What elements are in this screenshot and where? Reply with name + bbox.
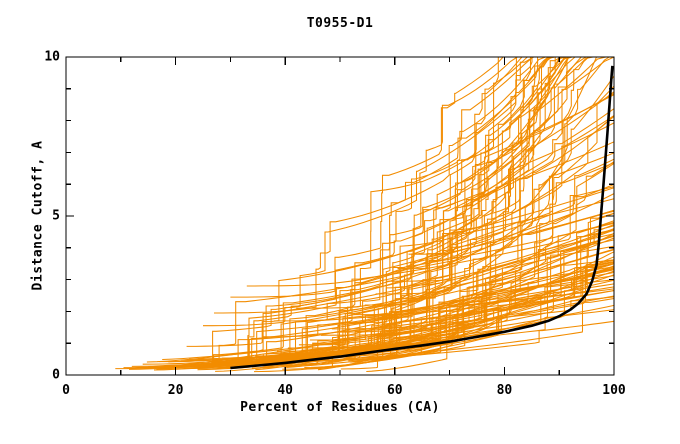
ensemble-curve-43	[375, 56, 568, 295]
ensemble-curve-54	[263, 56, 569, 338]
y-tick-label-0: 0	[52, 367, 60, 383]
ensemble-curve-low-41	[286, 256, 615, 369]
reference-curve	[230, 65, 614, 370]
ensemble-curve-53	[203, 56, 534, 327]
ensemble-curve-low-14	[305, 232, 615, 370]
ensemble-curve-55	[296, 56, 518, 309]
y-tick-label-10: 10	[44, 49, 60, 65]
ensemble-curve-17	[233, 56, 606, 361]
ensemble-curve-61	[394, 56, 553, 300]
ensemble-curve-low-43	[209, 262, 615, 367]
ensemble-curve-low-37	[214, 248, 615, 363]
ensemble-curves-group	[115, 56, 615, 373]
ensemble-curve-low-42	[162, 290, 615, 361]
y-tick-label-5: 5	[52, 208, 60, 224]
ensemble-curve-low-44	[215, 234, 615, 372]
ensemble-curve-59	[340, 56, 555, 333]
ensemble-curve-low-25	[283, 245, 615, 368]
ensemble-curve-65	[142, 141, 615, 365]
ensemble-curve-29	[298, 56, 546, 346]
x-tick-label-40: 40	[277, 383, 294, 398]
x-tick-label-80: 80	[496, 383, 513, 398]
x-tick-label-20: 20	[167, 383, 184, 398]
ensemble-curve-56	[312, 56, 582, 345]
ensemble-curve-41	[364, 56, 528, 306]
ensemble-curve-50	[230, 56, 506, 298]
page-title: T0955-D1	[306, 16, 374, 31]
ensemble-curve-low-21	[317, 263, 615, 369]
ensemble-curve-52	[246, 56, 535, 287]
x-tick-label-100: 100	[602, 383, 626, 398]
x-tick-label-0: 0	[62, 383, 70, 398]
ensemble-curve-63	[438, 56, 573, 312]
ensemble-curve-low-28	[340, 267, 615, 370]
x-axis-label: Percent of Residues (CA)	[240, 400, 440, 415]
ensemble-curve-low-26	[362, 224, 615, 359]
ensemble-curve-67	[123, 198, 615, 369]
ensemble-curve-47	[397, 56, 549, 270]
ensemble-curve-low-33	[242, 237, 615, 359]
ensemble-curve-low-36	[366, 274, 615, 373]
axes-group	[65, 56, 615, 376]
ensemble-curve-low-40	[317, 229, 615, 371]
reference-curve-group	[230, 65, 614, 370]
ensemble-curve-low-27	[197, 283, 615, 371]
ensemble-curve-low-45	[223, 210, 615, 365]
ensemble-curve-60	[367, 56, 561, 319]
x-tick-label-60: 60	[386, 383, 403, 398]
ensemble-curve-38	[348, 75, 615, 351]
